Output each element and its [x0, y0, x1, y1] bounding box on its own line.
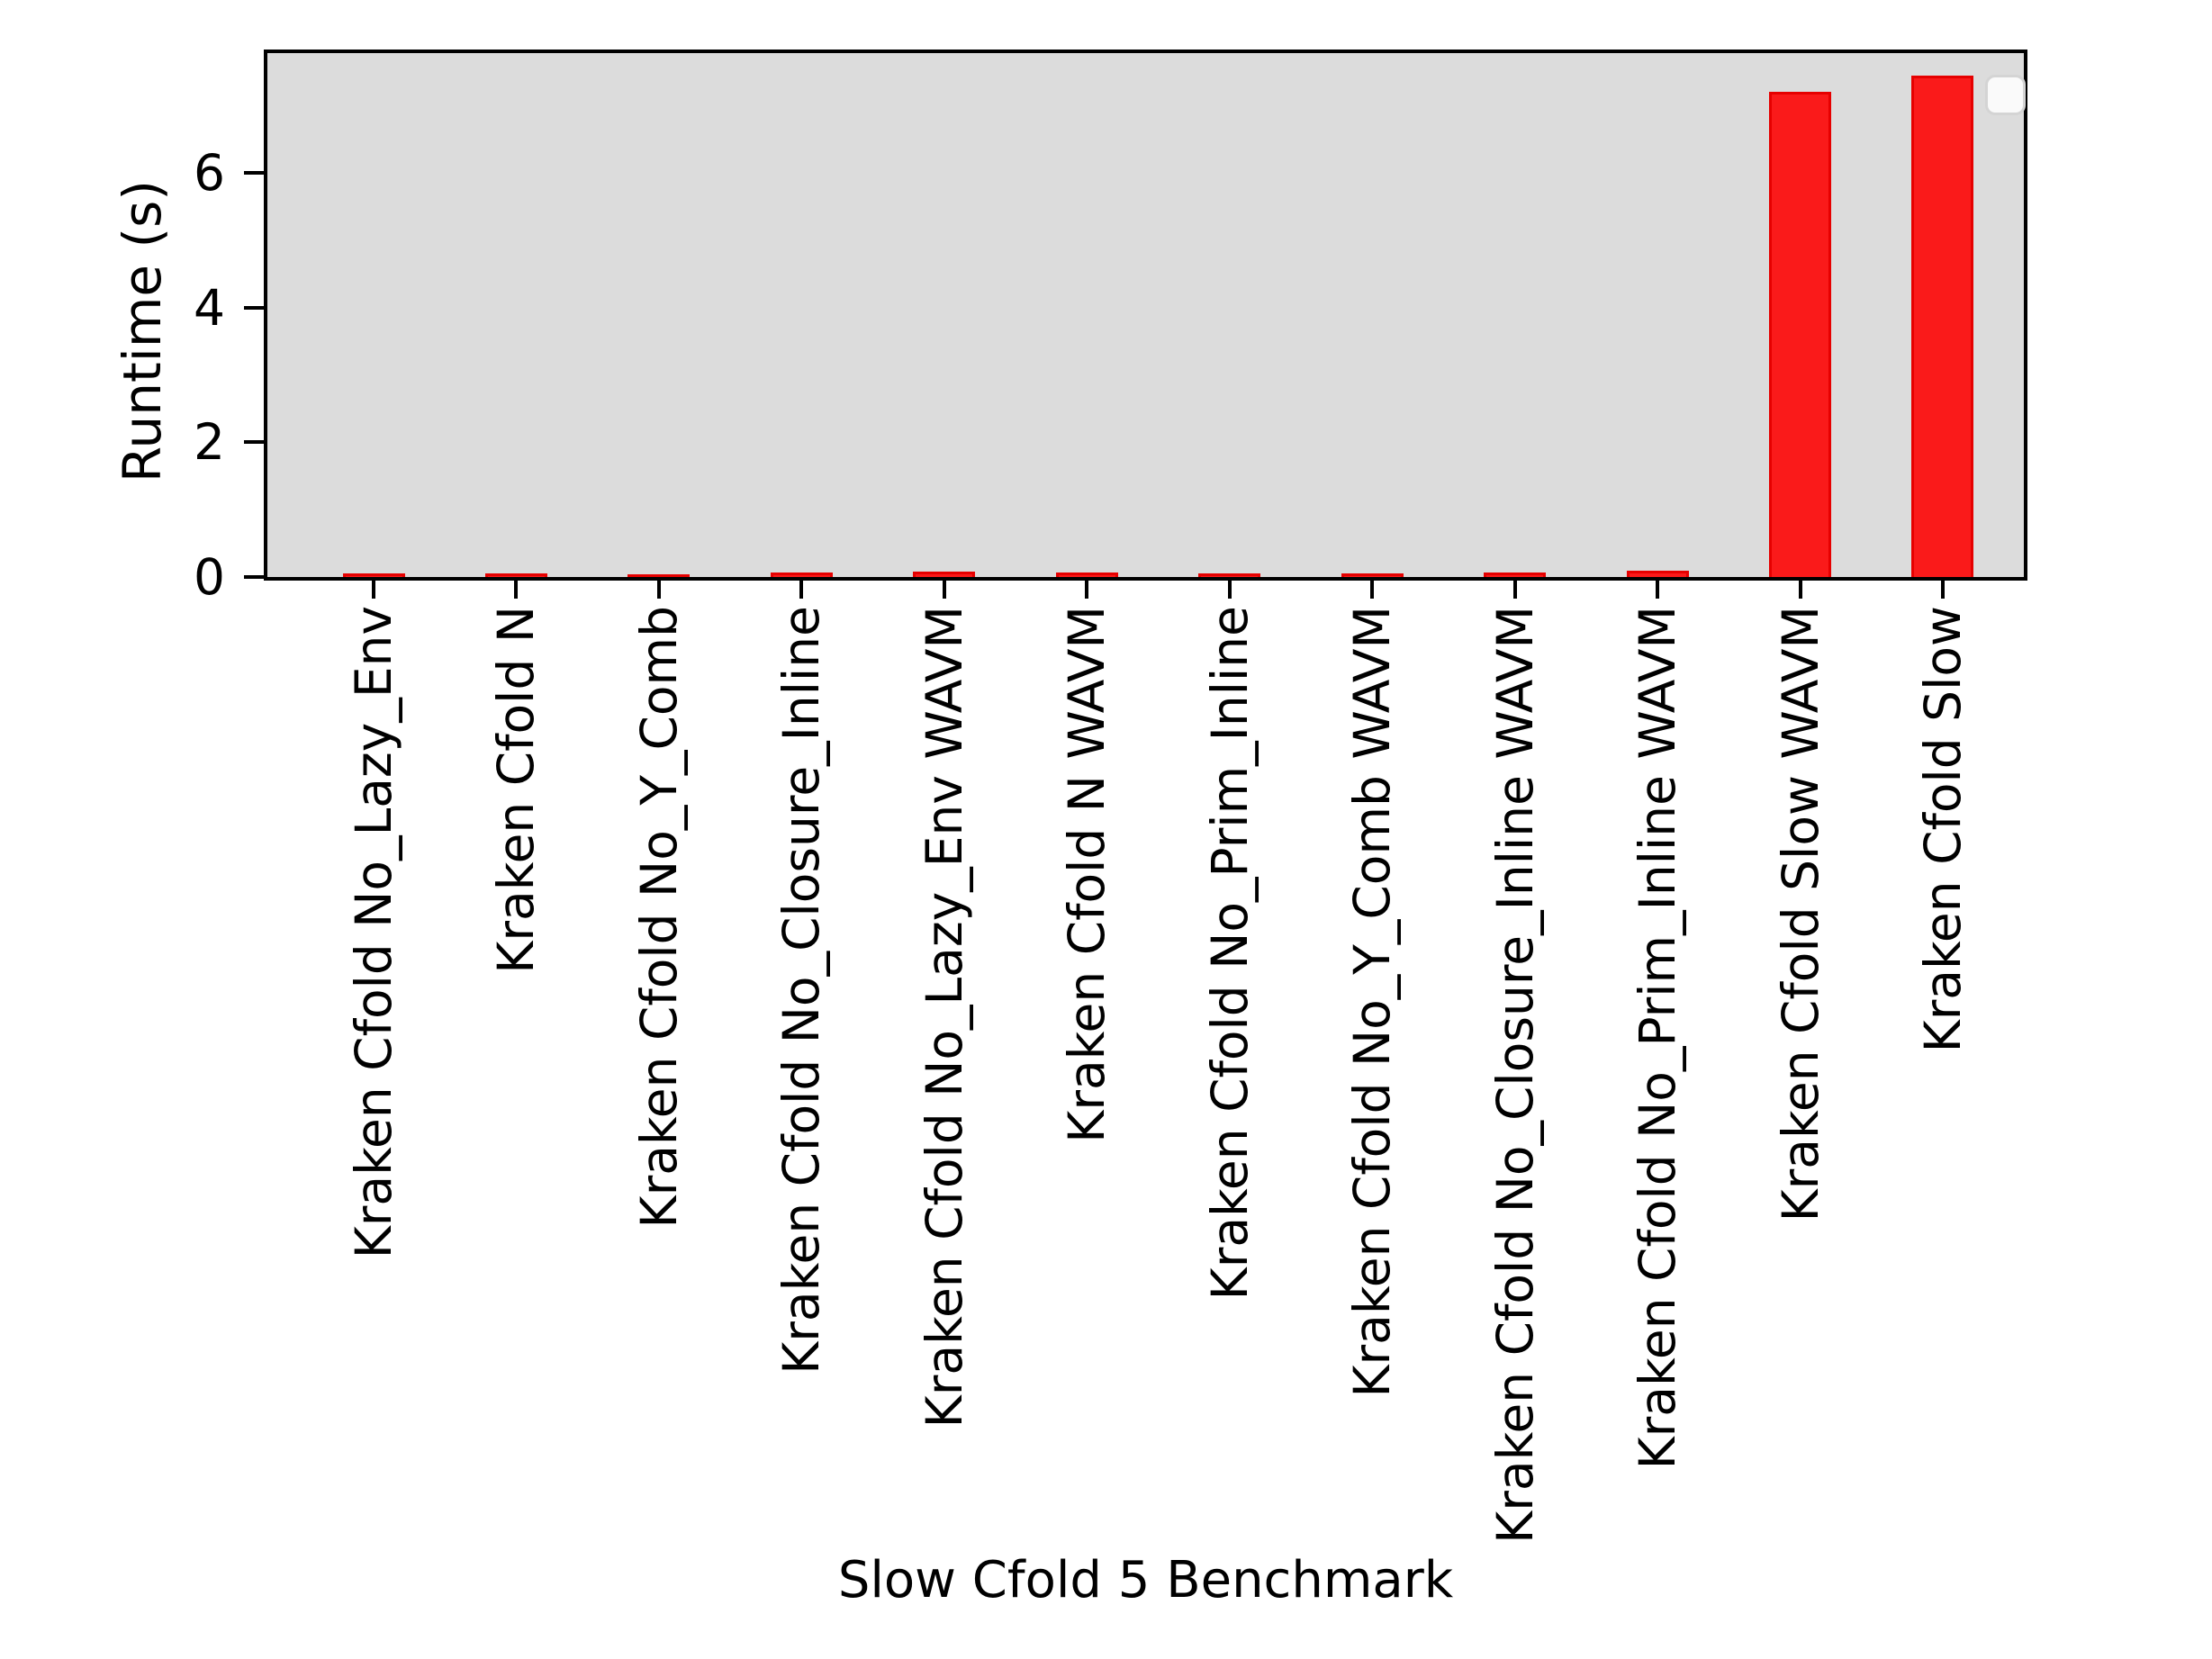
- x-tick-label: Kraken Cfold Slow: [1913, 606, 1972, 1053]
- bar-kraken-cfold-no-prim-inline-wavm: [1626, 570, 1689, 577]
- x-tick-label: Kraken Cfold N: [487, 606, 546, 974]
- bar-kraken-cfold-no-y-comb: [627, 574, 691, 577]
- bar-kraken-cfold-no-lazy-env-wavm: [913, 572, 976, 577]
- y-tick: [244, 575, 264, 579]
- x-tick: [656, 581, 661, 599]
- x-tick: [1656, 581, 1660, 599]
- y-tick: [244, 440, 264, 445]
- x-tick-label: Kraken Cfold Slow WAVM: [1771, 606, 1829, 1222]
- x-tick-label: Kraken Cfold No_Lazy_Env WAVM: [915, 606, 973, 1429]
- bar-kraken-cfold-slow-wavm: [1769, 92, 1831, 577]
- x-tick: [1085, 581, 1089, 599]
- x-tick: [1227, 581, 1232, 599]
- bar-kraken-cfold-n-wavm: [1055, 572, 1118, 577]
- x-tick-label: Kraken Cfold No_Lazy_Env: [345, 606, 402, 1259]
- x-tick-label: Kraken Cfold N WAVM: [1058, 606, 1116, 1143]
- plot-area: [264, 50, 2027, 581]
- x-tick-label: Kraken Cfold No_Closure_Inline WAVM: [1485, 606, 1544, 1544]
- x-tick-label: Kraken Cfold No_Prim_Inline: [1200, 606, 1259, 1301]
- x-tick-label: Kraken Cfold No_Prim_Inline WAVM: [1629, 606, 1687, 1470]
- y-tick-label: 4: [194, 278, 225, 337]
- bar-kraken-cfold-no-y-comb-wavm: [1341, 573, 1404, 577]
- x-tick: [372, 581, 375, 599]
- y-tick-label: 2: [194, 413, 225, 472]
- x-tick: [942, 581, 946, 599]
- x-tick: [514, 581, 519, 599]
- bar-kraken-cfold-no-prim-inline: [1198, 573, 1261, 577]
- x-tick: [1370, 581, 1375, 599]
- y-tick: [244, 171, 264, 176]
- bar-kraken-cfold-no-lazy-env: [342, 573, 405, 577]
- y-tick: [244, 305, 264, 310]
- x-tick: [1940, 581, 1945, 599]
- x-tick: [1512, 581, 1517, 599]
- x-tick-label: Kraken Cfold No_Closure_Inline: [772, 606, 831, 1375]
- bar-kraken-cfold-no-closure-inline-wavm: [1484, 572, 1547, 577]
- x-tick: [799, 581, 804, 599]
- legend-box: [1985, 75, 2026, 115]
- bar-kraken-cfold-n: [484, 573, 547, 577]
- x-tick: [1798, 581, 1802, 599]
- x-tick-label: Kraken Cfold No_Y_Comb: [629, 606, 688, 1229]
- x-axis-title: Slow Cfold 5 Benchmark: [837, 1551, 1454, 1609]
- y-tick-label: 6: [194, 144, 225, 203]
- x-tick-label: Kraken Cfold No_Y_Comb WAVM: [1343, 606, 1402, 1398]
- bar-kraken-cfold-slow: [1911, 75, 1974, 577]
- y-axis-title: Runtime (s): [112, 180, 173, 483]
- y-tick-label: 0: [194, 548, 225, 606]
- bar-kraken-cfold-no-closure-inline: [770, 572, 833, 577]
